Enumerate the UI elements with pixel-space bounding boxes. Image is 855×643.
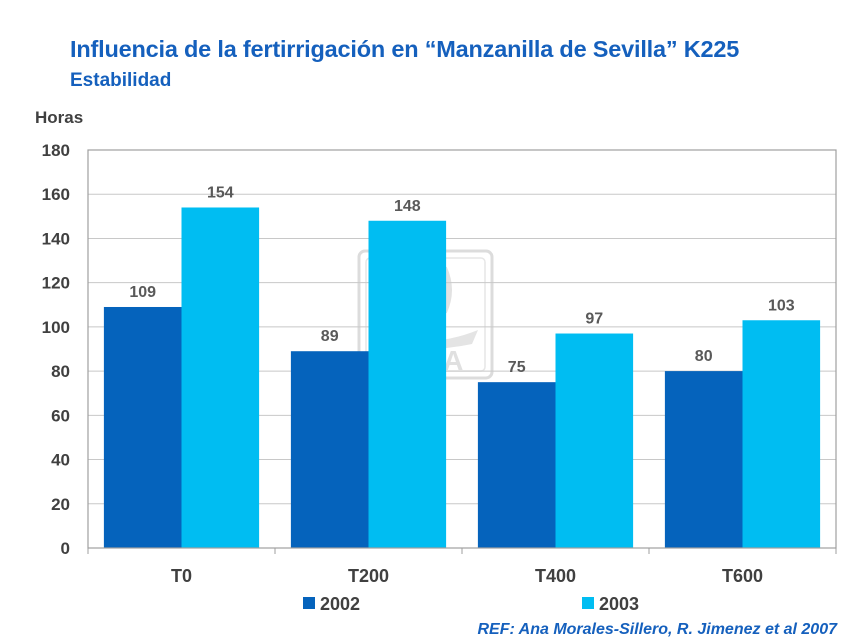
data-label: 75 [508,359,526,376]
bar-2003-T0 [181,207,260,548]
x-tick-label: T200 [348,566,389,586]
bar-2002-T400 [477,382,556,548]
x-tick-label: T600 [722,566,763,586]
legend-label-2003: 2003 [599,594,639,614]
bar-2002-T600 [664,371,743,548]
y-axis-label: Horas [35,108,83,127]
y-tick-label: 20 [51,495,70,514]
chart-title: Influencia de la fertirrigación en “Manz… [70,36,740,62]
data-label: 89 [321,328,339,345]
bar-2003-T200 [368,220,447,548]
data-label: 97 [585,311,603,328]
y-tick-label: 140 [42,229,70,248]
data-label: 154 [207,184,234,201]
bar-2003-T600 [742,320,821,548]
y-tick-label: 100 [42,318,70,337]
chart-subtitle: Estabilidad [70,70,172,91]
bar-2002-T200 [290,351,369,548]
y-tick-label: 0 [61,539,70,558]
y-tick-label: 120 [42,274,70,293]
reference-citation: REF: Ana Morales-Sillero, R. Jimenez et … [477,621,837,638]
y-tick-label: 180 [42,141,70,160]
legend-swatch-2003 [582,597,594,609]
x-tick-label: T0 [171,566,192,586]
y-tick-label: 60 [51,406,70,425]
data-label: 148 [394,198,421,215]
x-tick-label: T400 [535,566,576,586]
data-label: 80 [695,348,713,365]
legend-label-2002: 2002 [320,594,360,614]
bar-2003-T400 [555,333,634,548]
data-label: 109 [129,284,156,301]
y-tick-label: 80 [51,362,70,381]
y-tick-label: 40 [51,451,70,470]
bar-2002-T0 [103,306,182,548]
data-label: 103 [768,297,795,314]
y-tick-label: 160 [42,185,70,204]
legend-swatch-2002 [303,597,315,609]
